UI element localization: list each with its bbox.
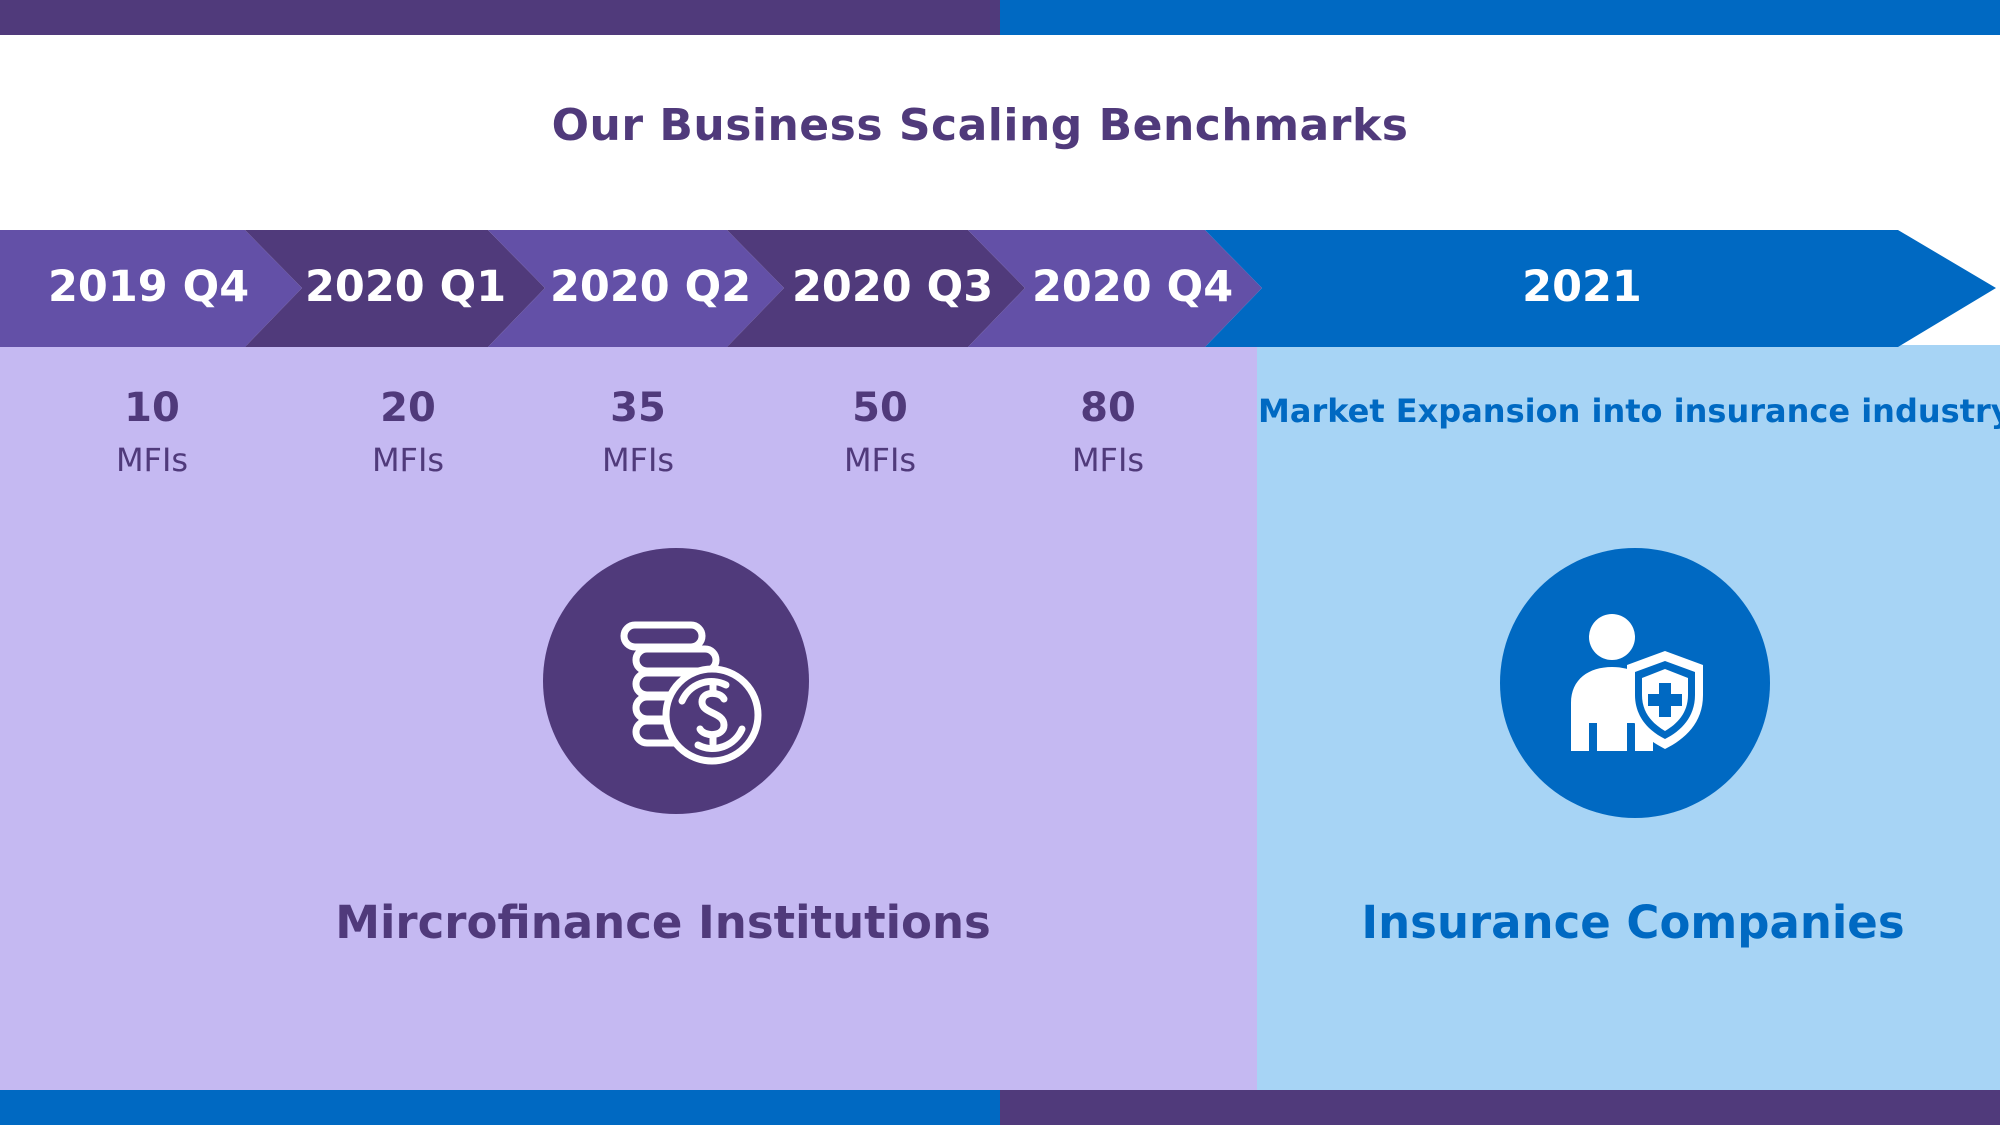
- metric-2020-q3: 50 MFIs: [810, 384, 950, 483]
- metric-value: 20: [380, 385, 436, 431]
- metric-unit: MFIs: [1071, 441, 1145, 479]
- chevron-2020-q4: [968, 230, 1262, 347]
- metric-value: 80: [1080, 385, 1136, 431]
- metric-2020-q1: 20 MFIs: [338, 384, 478, 483]
- metric-unit: MFIs: [601, 441, 675, 479]
- timeline-label-2021: 2021: [1522, 262, 1642, 312]
- metric-unit: MFIs: [115, 441, 189, 479]
- insurance-caption: Insurance Companies: [1361, 896, 1905, 949]
- timeline-chevrons: [0, 230, 1996, 347]
- metric-value: 50: [852, 385, 908, 431]
- insurance-icon-circle: [1500, 548, 1770, 818]
- metric-unit: MFIs: [371, 441, 445, 479]
- timeline-label-2020-q1: 2020 Q1: [305, 262, 507, 312]
- chevron-2020-q2: [488, 230, 784, 347]
- metric-2020-q2: 35 MFIs: [568, 384, 708, 483]
- expansion-note: Market Expansion into insurance industry: [1258, 392, 2000, 430]
- timeline-label-2020-q3: 2020 Q3: [792, 262, 994, 312]
- page-title: Our Business Scaling Benchmarks: [551, 100, 1409, 151]
- timeline-label-2020-q2: 2020 Q2: [550, 262, 752, 312]
- metric-2020-q4: 80 MFIs: [1038, 384, 1178, 483]
- timeline-label-2019-q4: 2019 Q4: [48, 262, 250, 312]
- metric-unit: MFIs: [843, 441, 917, 479]
- bottom-bar-purple: [1000, 1090, 2000, 1125]
- metric-value: 10: [124, 385, 180, 431]
- top-bar-blue: [1000, 0, 2000, 35]
- bottom-bar-blue: [0, 1090, 1000, 1125]
- metric-2019-q4: 10 MFIs: [82, 384, 222, 483]
- coins-dollar-icon: [620, 621, 762, 765]
- timeline-label-2020-q4: 2020 Q4: [1032, 262, 1234, 312]
- mfi-caption: Mircrofinance Institutions: [335, 896, 991, 949]
- top-bar-purple: [0, 0, 1000, 35]
- mfi-icon-circle: [543, 548, 809, 814]
- person-shield-icon: [1571, 614, 1703, 751]
- metric-value: 35: [610, 385, 666, 431]
- chevron-2020-q3: [727, 230, 1025, 347]
- chevron-2020-q1: [245, 230, 545, 347]
- chevron-2019-q4: [0, 230, 302, 347]
- chevron-2021: [1205, 230, 1996, 347]
